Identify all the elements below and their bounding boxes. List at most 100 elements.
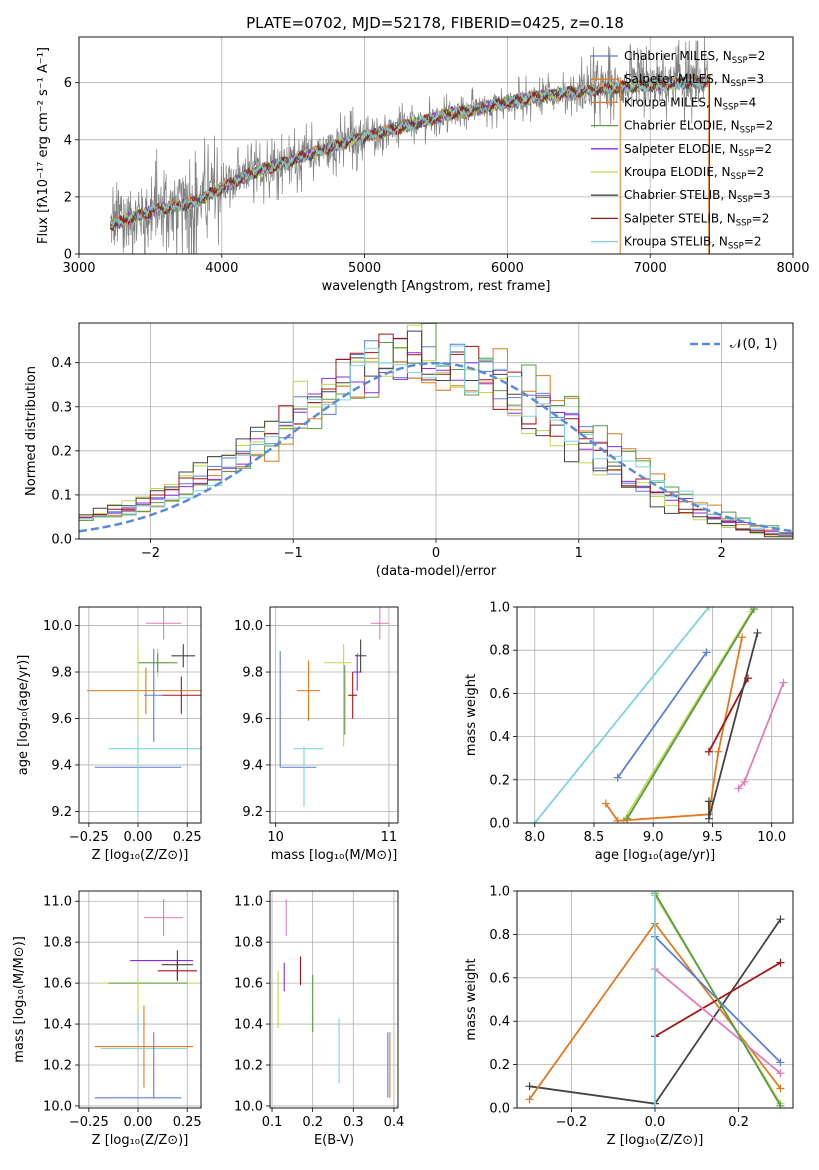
tick-label-y: 11.0	[234, 895, 263, 910]
weight-line	[654, 968, 782, 1074]
axes-mass_vs_EBV: 0.1 0.2 0.3 0.4 10.0 10.2 10.4 10.6 10.8 11.0 E(B-…	[234, 890, 404, 1148]
legend-entry-text: Salpeter ELODIE, NSSP=2	[624, 142, 772, 159]
tick-label-x: 0.2	[302, 1115, 323, 1130]
weight-marker	[776, 1069, 785, 1078]
tick-label-x: 3000	[62, 261, 95, 276]
y-axis-label: mass [log₁₀(M/M⊙)]	[12, 936, 27, 1063]
y-axis-label: mass weight	[464, 958, 479, 1040]
tick-label-y: 0.2	[489, 773, 510, 788]
axes-frame	[269, 890, 399, 1109]
tick-label-y: 10.8	[43, 936, 72, 951]
tick-label-y: 10.6	[43, 977, 72, 992]
axes-age_vs_Z: −0.25 0.00 0.25 9.2 9.4 9.6 9.8 10.0 Z [log₁₀(Z/…	[16, 606, 202, 863]
y-axis-label: Flux [fλ10⁻¹⁷ erg cm⁻² s⁻¹ A⁻¹]	[36, 47, 51, 244]
weight-marker	[702, 648, 711, 657]
tick-label-x: 9.5	[702, 830, 723, 845]
legend-subscript: SSP	[740, 126, 756, 136]
weight-marker	[525, 1095, 534, 1104]
tick-label-y: 0.0	[489, 817, 510, 832]
weight-marker	[525, 1082, 534, 1091]
spectrum-model-line	[109, 75, 708, 231]
y-axis-label: age [log₁₀(age/yr)]	[16, 655, 31, 776]
legend-entry-text: Chabrier STELIB, NSSP=3	[624, 188, 771, 205]
tick-label-y: 0	[64, 248, 72, 263]
tick-label-x: −2	[141, 546, 160, 561]
legend-subscript: SSP	[737, 195, 753, 205]
plot-area-spectrum	[109, 37, 711, 254]
legend-tail: =2	[752, 211, 770, 225]
weight-marker	[530, 819, 539, 823]
tick-label-x: −1	[284, 546, 303, 561]
weight-marker	[623, 814, 632, 823]
normal-curve	[79, 361, 793, 533]
tick-label-y: 10.4	[234, 1018, 263, 1033]
axes-frame	[78, 322, 794, 540]
legend-subscript: SSP	[732, 56, 748, 66]
axes-weight_vs_age: 8.0 8.5 9.0 9.5 10.0 0.0 0.2 0.4 0.6 0.8 1.0 age [l…	[464, 601, 794, 863]
axes-frame	[269, 606, 399, 824]
axes-residuals: −2 −1 0 1 2 0.0 0.1 0.2 0.3 0.4 (data-model)/error…	[24, 322, 794, 579]
weight-line	[616, 651, 708, 779]
plot-area-weight_vs_Z	[525, 891, 785, 1108]
legend-tail: =3	[746, 72, 764, 86]
tick-label-x: 10	[267, 830, 284, 845]
axes-age_vs_mass: 10 11 9.2 9.4 9.6 9.8 10.0 mass [log₁₀(M/M⊙)]	[234, 606, 399, 863]
legend-tail: =2	[754, 142, 772, 156]
legend: Chabrier MILES, NSSP=2 Salpeter MILES, NS…	[591, 49, 773, 252]
spectrum-model-line	[110, 76, 708, 229]
weight-marker	[613, 773, 622, 782]
weight-line	[622, 610, 753, 822]
tick-label-y: 11.0	[43, 895, 72, 910]
legend-tail: =3	[753, 188, 771, 202]
legend-subscript: SSP	[738, 149, 754, 159]
weight-marker	[651, 891, 659, 895]
weight-marker	[704, 797, 713, 806]
figure-title: PLATE=0702, MJD=52178, FIBERID=0425, z=0…	[246, 14, 624, 32]
tick-label-y: 0.6	[489, 971, 510, 986]
axes-spectrum: 3000 4000 5000 6000 7000 8000 0 2 4 6 wavelength […	[36, 36, 810, 294]
tick-label-y: 0.4	[489, 1015, 510, 1030]
weight-marker	[714, 747, 723, 756]
tick-label-y: 9.6	[242, 712, 263, 727]
tick-label-y: 6	[64, 76, 72, 91]
weight-marker	[776, 958, 785, 967]
weight-marker	[738, 633, 747, 642]
weight-marker	[776, 1058, 785, 1067]
tick-label-y: 10.0	[43, 1099, 72, 1114]
axes-frame	[78, 890, 202, 1109]
tick-label-y: 10.4	[43, 1018, 72, 1033]
plot-area-residuals	[79, 323, 793, 538]
legend-entry-text: Kroupa STELIB, NSSP=2	[624, 235, 762, 252]
weight-line	[534, 607, 710, 823]
grid	[517, 606, 793, 824]
legend-tail: =2	[744, 235, 762, 249]
y-axis-label: mass weight	[464, 674, 479, 756]
tick-label-y: 0.8	[489, 928, 510, 943]
legend-entry-text: Salpeter MILES, NSSP=3	[624, 72, 764, 89]
tick-label-y: 0.2	[51, 444, 72, 459]
weight-marker	[734, 784, 743, 793]
legend-tail: =2	[748, 49, 766, 63]
tick-label-x: 1	[575, 546, 583, 561]
legend-entry-text: Salpeter STELIB, NSSP=2	[624, 211, 769, 228]
legend-subscript: SSP	[731, 172, 747, 182]
tick-label-y: 9.2	[51, 805, 72, 820]
tick-label-y: 2	[64, 190, 72, 205]
tick-label-y: 9.6	[51, 712, 72, 727]
tick-label-y: 10.2	[234, 1059, 263, 1074]
tick-label-y: 10.0	[234, 619, 263, 634]
legend-entry-text: Chabrier MILES, NSSP=2	[624, 49, 765, 66]
tick-label-x: 0.2	[728, 1115, 749, 1130]
tick-label-x: 11	[381, 830, 398, 845]
tick-label-x: 9.0	[643, 830, 664, 845]
tick-label-y: 9.2	[242, 805, 263, 820]
weight-marker	[601, 799, 610, 808]
weight-marker	[740, 777, 749, 786]
weight-line	[654, 892, 782, 1107]
tick-label-x: 8.0	[524, 830, 545, 845]
x-axis-label: Z [log₁₀(Z/Z⊙)]	[92, 848, 189, 863]
legend-subscript: SSP	[728, 242, 744, 252]
axes-frame	[516, 890, 794, 1109]
legend-tail: =2	[746, 165, 764, 179]
